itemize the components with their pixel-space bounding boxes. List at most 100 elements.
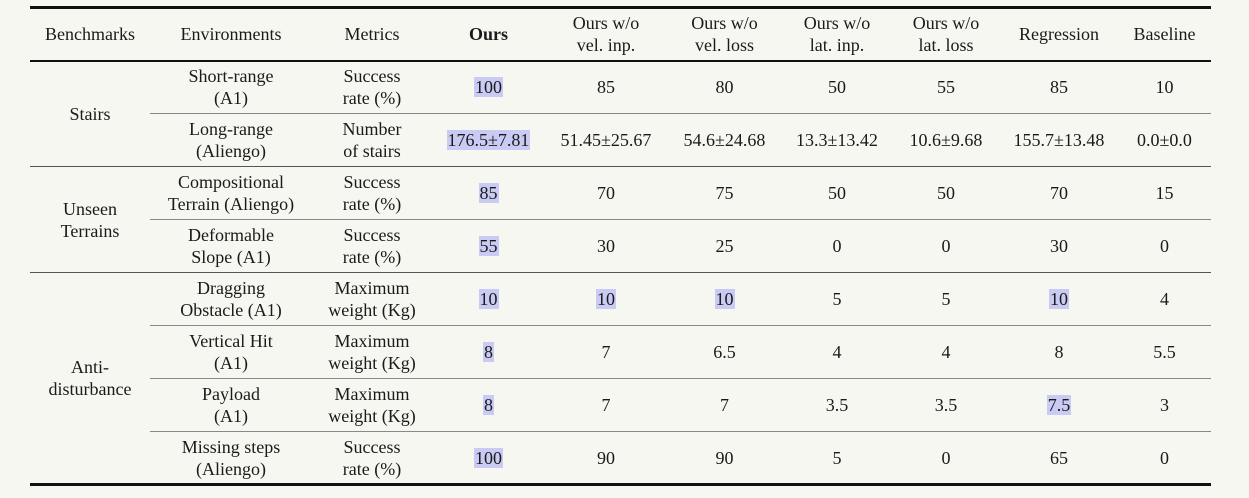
value: 80 [715, 77, 734, 98]
value: 15 [1155, 183, 1174, 203]
value: 30 [597, 236, 615, 256]
value: 4 [941, 342, 951, 362]
value-cell: 5 [892, 272, 1000, 326]
value-cell: 70 [1000, 166, 1118, 220]
table-body: Stairs Short-range (A1) Success rate (%) 100 8… [30, 61, 1211, 485]
metric-cell: Maximum weight (Kg) [312, 272, 432, 326]
metric-cell: Number of stairs [312, 113, 432, 167]
value: 10.6±9.68 [909, 130, 983, 150]
cell-text-line: Stairs [69, 103, 111, 124]
metric-cell: Maximum weight (Kg) [312, 325, 432, 379]
value: 13.3±13.42 [796, 130, 878, 150]
cell-text-line: weight (Kg) [328, 353, 416, 373]
column-header: Ours w/o lat. loss [892, 7, 1000, 62]
value: 30 [1050, 236, 1068, 256]
value-cell: 4 [892, 325, 1000, 379]
value: 5 [832, 289, 842, 309]
value-cell: 70 [545, 166, 667, 220]
value-cell: 155.7±13.48 [1000, 113, 1118, 167]
cell-text-line: Unseen [63, 198, 117, 219]
highlighted-value: 10 [714, 289, 735, 309]
value: 85 [597, 77, 615, 98]
environment-cell: Missing steps (Aliengo) [150, 431, 312, 485]
cell-text-line: Ours [468, 24, 508, 45]
table-row: Payload (A1) Maximum weight (Kg) 8 7 7 3.5 3.5 7.… [30, 378, 1211, 432]
value-cell: 7 [545, 378, 667, 432]
cell-text-line: Success [343, 436, 401, 457]
value: 51.45±25.67 [560, 130, 652, 150]
highlighted-value: 8 [483, 395, 494, 415]
cell-text-line: rate (%) [342, 247, 402, 267]
table-wrapper: Benchmarks Environments Metrics Ours Ours w/… [30, 6, 1211, 486]
cell-text-line: (Aliengo) [196, 458, 266, 479]
value: 50 [828, 183, 846, 203]
value-cell: 7 [667, 378, 782, 432]
cell-text-line: (Aliengo) [196, 141, 266, 161]
value-cell: 8 [1000, 325, 1118, 379]
value: 0 [941, 236, 951, 256]
column-header: Metrics [312, 7, 432, 62]
cell-text-line: Ours w/o [572, 13, 640, 34]
table-row: Deformable Slope (A1) Success rate (%) 55 30 2… [30, 219, 1211, 273]
value-cell: 85 [432, 166, 545, 220]
cell-text-line: Success [343, 172, 401, 192]
value-cell: 3.5 [892, 378, 1000, 432]
cell-text-line: Slope (A1) [191, 247, 271, 267]
table-row: Unseen Terrains Compositional Terrain (Alie… [30, 166, 1211, 273]
value-cell: 10 [667, 272, 782, 326]
column-header: Regression [1000, 7, 1118, 62]
metric-cell: Success rate (%) [312, 219, 432, 273]
value: 0 [1160, 447, 1169, 468]
metric-cell: Success rate (%) [312, 431, 432, 485]
cell-text-line: Obstacle (A1) [180, 300, 282, 320]
environment-cell: Long-range (Aliengo) [150, 113, 312, 167]
value-cell: 3.5 [782, 378, 892, 432]
cell-text-line: Maximum [334, 384, 410, 404]
benchmark-cell: Stairs [30, 61, 150, 167]
value: 3 [1160, 395, 1169, 415]
metric-cell: Maximum weight (Kg) [312, 378, 432, 432]
highlighted-value: 55 [478, 236, 499, 256]
cell-text-line: vel. inp. [576, 35, 636, 56]
value-cell: 5 [782, 431, 892, 485]
value-cell: 8 [432, 325, 545, 379]
column-header: Ours [432, 7, 545, 62]
value: 6.5 [713, 342, 736, 362]
cell-text-line: Maximum [334, 331, 410, 351]
value-cell: 0 [892, 219, 1000, 273]
value: 0 [941, 447, 951, 468]
value: 4 [832, 342, 842, 362]
cell-text-line: disturbance [48, 379, 132, 399]
environment-cell: Vertical Hit (A1) [150, 325, 312, 379]
value-cell: 5 [782, 272, 892, 326]
value-cell: 15 [1118, 166, 1211, 220]
value-cell: 10 [1118, 61, 1211, 114]
value-cell: 85 [1000, 61, 1118, 114]
value-cell: 54.6±24.68 [667, 113, 782, 167]
value-cell: 3 [1118, 378, 1211, 432]
value: 3.5 [825, 395, 849, 415]
value: 50 [937, 183, 955, 203]
value-cell: 50 [782, 166, 892, 220]
cell-text-line: Regression [1019, 24, 1099, 45]
value-cell: 30 [545, 219, 667, 273]
value-cell: 50 [892, 166, 1000, 220]
cell-text-line: vel. loss [694, 35, 754, 56]
value-cell: 100 [432, 61, 545, 114]
value-cell: 5.5 [1118, 325, 1211, 379]
value: 25 [715, 236, 734, 256]
value-cell: 10.6±9.68 [892, 113, 1000, 167]
cell-text-line: (A1) [214, 88, 248, 109]
environment-cell: Deformable Slope (A1) [150, 219, 312, 273]
value-cell: 7 [545, 325, 667, 379]
column-header: Environments [150, 7, 312, 62]
value-cell: 30 [1000, 219, 1118, 273]
cell-text-line: Terrains [60, 220, 120, 241]
value: 70 [1050, 183, 1068, 203]
cell-text-line: Dragging [197, 278, 265, 298]
table-row: Long-range (Aliengo) Number of stairs 176.5±… [30, 113, 1211, 167]
cell-text-line: Metrics [344, 24, 400, 45]
value-cell: 6.5 [667, 325, 782, 379]
value-cell: 90 [667, 431, 782, 485]
